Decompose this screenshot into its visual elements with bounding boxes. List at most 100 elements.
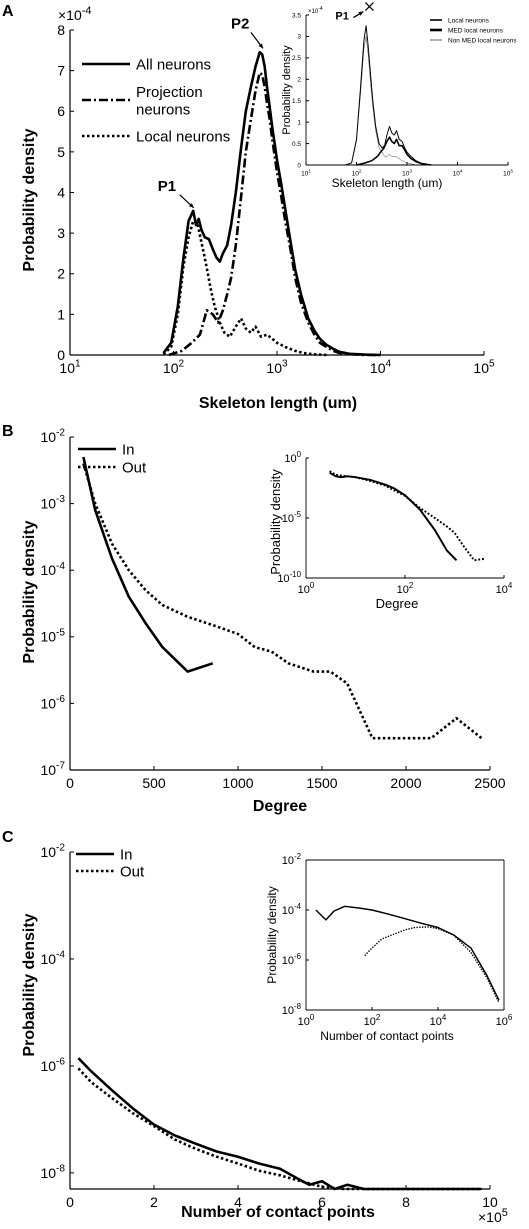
x-tick-label: 102 — [397, 581, 414, 596]
x-tick-label: 2500 — [474, 775, 505, 791]
y-tick-label: 100 — [284, 450, 301, 465]
chart-a-inset: 101 102 103 104 105 0 0.5 1 1.5 2 2.5 3 3.5 Probabili… — [281, 2, 517, 190]
x-tick-label: 102 — [364, 1013, 381, 1028]
y-tick-label: 3 — [297, 34, 301, 41]
x-tick-label: 0 — [66, 1194, 74, 1210]
y-tick-label: 10-2 — [40, 843, 65, 860]
panel-letter-a: A — [2, 3, 14, 20]
y-tick-label: 2 — [57, 266, 65, 282]
y-axis-title-b: Probability density — [21, 520, 38, 663]
x-tick-label: 101 — [301, 169, 311, 178]
legend-entry: Local neurons — [448, 17, 490, 24]
y-tick-label: 10-4 — [40, 950, 65, 967]
panel-letter-c: C — [2, 829, 14, 846]
y-tick-label: 6 — [57, 103, 65, 119]
x-tick-label: 100 — [298, 581, 315, 596]
series-line-out — [329, 470, 485, 562]
y-tick-label: 0.5 — [292, 141, 301, 148]
legend-entry: All neurons — [136, 56, 211, 73]
peak-label: P1 — [158, 178, 176, 195]
y-tick-label: 10-8 — [282, 1002, 302, 1017]
y-tick-label: 10-5 — [282, 510, 302, 525]
x-axis-title-a: Skeleton length (um) — [199, 395, 357, 412]
peak-label: P1 — [335, 11, 348, 23]
x-tick-label: 105 — [503, 169, 513, 178]
x-tick-label: 0 — [66, 775, 74, 791]
series-line-med-local-neurons — [356, 136, 432, 166]
y-tick-label: 10-6 — [40, 694, 65, 711]
y-tick-label: 7 — [57, 63, 65, 79]
legend-entry: Local neurons — [136, 128, 230, 145]
x-tick-label: 102 — [352, 169, 362, 178]
x-tick-label: 104 — [370, 359, 392, 376]
series-line-in — [315, 905, 500, 1001]
y-tick-label: 10-2 — [282, 852, 301, 867]
chart-c-inset: 100 102 104 106 10-8 10-6 10-4 10-2 Probability … — [265, 852, 513, 1043]
x-tick-label: 6 — [318, 1194, 326, 1210]
x-tick-label: 105 — [473, 359, 495, 376]
x-tick-label: 100 — [298, 1013, 315, 1028]
legend-entry: Out — [120, 863, 145, 880]
y-tick-label: 4 — [57, 184, 65, 200]
series-line-out — [364, 926, 500, 1003]
x-tick-label: 500 — [142, 775, 166, 791]
legend-entry: MED local neurons — [448, 27, 504, 34]
y-tick-label: 10-2 — [40, 428, 65, 445]
x-tick-label: 8 — [402, 1194, 410, 1210]
y-tick-label: 3 — [57, 225, 65, 241]
series-line-out — [77, 1067, 482, 1191]
y-tick-label: 10-3 — [40, 494, 65, 511]
peak-marker — [364, 2, 374, 11]
panel-c: C Probability density Number of contact … — [2, 829, 513, 1225]
peak-arrowhead — [188, 203, 194, 208]
y-tick-label: 10-10 — [277, 570, 301, 585]
x-tick-label: 1500 — [306, 775, 337, 791]
inset-x-title-a: Skeleton length (um) — [332, 176, 443, 190]
series-line-all-neurons — [162, 51, 381, 357]
legend-entry: In — [120, 846, 133, 863]
y-tick-label: 10-6 — [282, 952, 302, 967]
x-axis-title-c: Number of contact points — [181, 1204, 375, 1221]
y-tick-label: 0 — [297, 162, 301, 169]
y-tick-label: 8 — [57, 22, 65, 38]
x-tick-label: 104 — [430, 1013, 447, 1028]
y-tick-label: 10-4 — [40, 561, 65, 578]
y-axis-title-c: Probability density — [21, 913, 38, 1056]
y-tick-label: 0 — [57, 347, 65, 363]
series-line-local-neurons — [345, 25, 432, 166]
inset-multiplier-a: ×10-4 — [308, 6, 323, 15]
inset-y-title-c: Probability density — [265, 886, 279, 983]
x-tick-label: 2 — [150, 1194, 158, 1210]
series-line-in — [77, 1057, 482, 1191]
y-tick-label: 10-4 — [282, 902, 302, 917]
legend-entry: Projection neurons — [136, 84, 203, 118]
x-tick-label: 104 — [453, 169, 463, 178]
peak-label: P2 — [231, 15, 249, 32]
y-tick-label: 10-8 — [40, 1163, 65, 1180]
x-tick-label: 103 — [402, 169, 412, 178]
y-tick-label: 3.5 — [292, 12, 301, 19]
series-line-non-med-local-neurons — [345, 36, 416, 166]
series-line-in — [329, 471, 458, 561]
legend-entry: Non MED local neurons — [448, 37, 517, 44]
chart-b-main: 0 500 1000 1500 2000 2500 10-7 10-6 10-5 10-4 10-3… — [40, 428, 505, 791]
inset-y-title-a: Probability density — [281, 45, 293, 135]
legend-entry: Out — [122, 459, 147, 476]
inset-y-title-b: Probability density — [268, 469, 283, 575]
y-tick-label: 2 — [297, 77, 301, 84]
series-line-local-neurons — [162, 219, 327, 357]
series-line-projection-neurons — [168, 71, 381, 357]
inset-x-title-c: Number of contact points — [320, 1029, 453, 1043]
y-tick-label: 10-7 — [40, 761, 65, 778]
x-tick-label: 104 — [496, 581, 513, 596]
y-tick-label: 1 — [297, 119, 301, 126]
x-multiplier-c: ×105 — [478, 1207, 508, 1225]
x-tick-label: 101 — [59, 359, 81, 376]
x-tick-label: 1000 — [222, 775, 253, 791]
y-tick-label: 5 — [57, 144, 65, 160]
panel-b: B Probability density Degree 0 500 1000 150… — [2, 423, 513, 815]
chart-a-main: 101 102 103 104 105 0 1 2 3 4 5 6 7 8 All neurons Proje… — [57, 15, 495, 376]
